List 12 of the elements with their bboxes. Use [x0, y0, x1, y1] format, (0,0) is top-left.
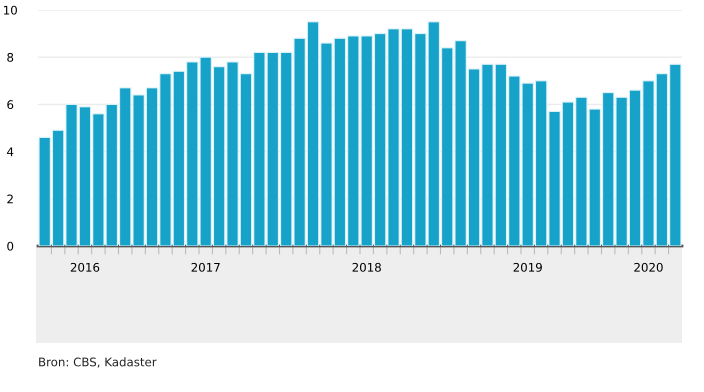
y-tick-label: 6	[7, 100, 14, 110]
text: Bron: CBS, Kadaster	[39, 357, 157, 368]
x-tick-label: 2017	[192, 262, 220, 272]
y-tick-label: 8	[7, 52, 14, 62]
y-tick-label: 0	[7, 242, 14, 251]
y-tick-label: 2	[7, 194, 13, 204]
y-tick-label: 10	[4, 6, 17, 15]
x-tick-label: 2019	[514, 262, 542, 272]
x-tick-label: 2016	[70, 262, 100, 272]
x-tick-label: 2020	[634, 262, 663, 272]
x-tick-label: 2018	[352, 262, 381, 272]
y-tick-label: 4	[7, 147, 14, 156]
